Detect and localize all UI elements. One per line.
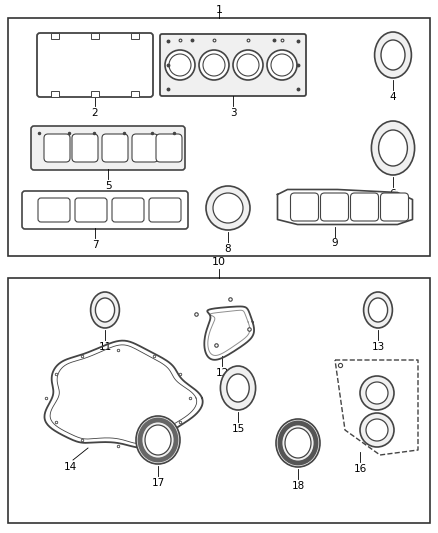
Bar [131,33,139,39]
FancyBboxPatch shape [22,191,188,229]
FancyBboxPatch shape [156,134,182,162]
Ellipse shape [371,121,415,175]
Bar [51,91,59,97]
Text: 8: 8 [225,244,231,254]
FancyBboxPatch shape [321,193,349,221]
Text: 5: 5 [105,181,111,191]
Text: 18: 18 [291,481,304,491]
Bar [8,278,430,523]
Text: 14: 14 [64,462,77,472]
Ellipse shape [136,416,180,464]
Text: 1: 1 [215,5,223,15]
Circle shape [237,54,259,76]
FancyBboxPatch shape [31,126,185,170]
Text: 12: 12 [215,368,229,378]
FancyBboxPatch shape [149,198,181,222]
Text: 10: 10 [212,257,226,267]
FancyBboxPatch shape [44,134,70,162]
Text: 2: 2 [92,108,98,118]
Bar [91,91,99,97]
Polygon shape [45,341,203,448]
Polygon shape [278,190,413,224]
Text: 13: 13 [371,342,385,352]
Ellipse shape [374,32,411,78]
Text: 16: 16 [353,464,367,474]
Circle shape [233,50,263,80]
Ellipse shape [227,374,249,402]
Bar [8,18,430,256]
Bar [131,91,139,97]
Circle shape [366,382,388,404]
Circle shape [199,50,229,80]
Circle shape [206,186,250,230]
Text: 6: 6 [390,189,396,199]
Ellipse shape [378,130,407,166]
FancyBboxPatch shape [290,193,318,221]
Circle shape [213,193,243,223]
Ellipse shape [285,428,311,458]
Text: 15: 15 [231,424,245,434]
FancyBboxPatch shape [38,198,70,222]
FancyBboxPatch shape [72,134,98,162]
FancyBboxPatch shape [160,34,306,96]
Ellipse shape [276,419,320,467]
Polygon shape [335,360,418,455]
Text: 3: 3 [230,108,237,118]
Circle shape [203,54,225,76]
FancyBboxPatch shape [75,198,107,222]
Ellipse shape [381,40,405,70]
Bar [51,33,59,39]
Ellipse shape [220,366,256,410]
Circle shape [169,54,191,76]
Circle shape [360,413,394,447]
Circle shape [366,419,388,441]
Ellipse shape [145,425,171,455]
Text: 4: 4 [390,92,396,102]
Polygon shape [204,306,254,360]
Ellipse shape [91,292,120,328]
FancyBboxPatch shape [132,134,158,162]
FancyBboxPatch shape [112,198,144,222]
Circle shape [165,50,195,80]
Circle shape [271,54,293,76]
FancyBboxPatch shape [37,33,153,97]
Ellipse shape [95,298,115,322]
Ellipse shape [364,292,392,328]
Text: 11: 11 [99,342,112,352]
Circle shape [267,50,297,80]
Circle shape [360,376,394,410]
Ellipse shape [368,298,388,322]
FancyBboxPatch shape [102,134,128,162]
Text: 17: 17 [152,478,165,488]
FancyBboxPatch shape [381,193,409,221]
Text: 9: 9 [332,238,338,248]
Bar [91,33,99,39]
Text: 7: 7 [92,240,98,250]
FancyBboxPatch shape [350,193,378,221]
